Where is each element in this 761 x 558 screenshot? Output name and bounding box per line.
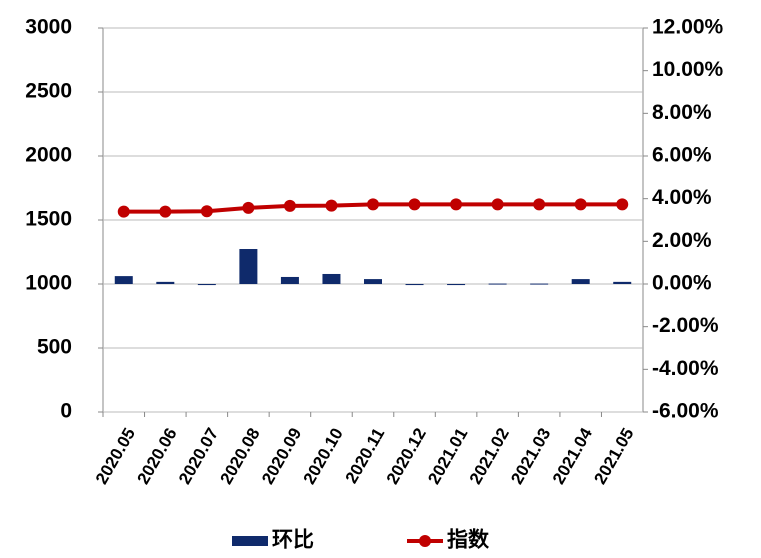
bar — [530, 283, 549, 285]
marker — [159, 205, 172, 218]
x-tick-label: 2020.10 — [300, 425, 347, 488]
y-tick-label: 2500 — [25, 80, 72, 103]
marker — [325, 199, 338, 212]
marker — [242, 201, 255, 214]
x-tick-label: 2020.12 — [383, 425, 430, 488]
y2-tick-label: 8.00% — [652, 101, 712, 124]
y-tick-label: 0 — [60, 400, 72, 423]
x-tick-label: 2020.11 — [342, 425, 389, 487]
bar — [488, 283, 507, 285]
legend-label: 环比 — [272, 529, 314, 552]
bar — [239, 249, 258, 284]
bar — [156, 281, 175, 284]
y2-tick-label: 12.00% — [652, 16, 724, 39]
y2-tick-label: -2.00% — [652, 314, 719, 337]
bar — [571, 279, 590, 284]
bar — [280, 276, 299, 284]
x-tick-label: 2021.01 — [424, 425, 471, 488]
marker — [533, 198, 546, 211]
marker — [117, 205, 130, 218]
bar — [322, 273, 341, 284]
y2-tick-label: 0.00% — [652, 272, 712, 295]
legend-marker — [419, 535, 431, 547]
y2-tick-label: -6.00% — [652, 400, 719, 423]
marker — [450, 198, 463, 211]
marker — [491, 198, 504, 211]
bar — [405, 284, 424, 286]
y-tick-label: 1500 — [25, 208, 72, 231]
bar — [114, 276, 133, 284]
y-tick-label: 3000 — [25, 16, 72, 39]
x-tick-label: 2021.04 — [549, 424, 596, 487]
marker — [616, 198, 629, 211]
y-tick-label: 1000 — [25, 272, 72, 295]
bar — [613, 281, 632, 284]
marker — [574, 198, 587, 211]
marker — [408, 198, 421, 211]
y2-tick-label: -4.00% — [652, 357, 719, 380]
y-tick-label: 500 — [37, 336, 72, 359]
marker — [367, 198, 379, 211]
bar — [364, 279, 382, 284]
bar — [447, 284, 466, 286]
x-tick-label: 2021.05 — [590, 425, 637, 488]
legend-swatch — [232, 536, 268, 546]
marker — [200, 205, 213, 218]
x-tick-label: 2020.09 — [258, 425, 305, 488]
y2-tick-label: 2.00% — [652, 229, 712, 252]
y-tick-label: 2000 — [25, 144, 72, 167]
x-tick-label: 2020.06 — [133, 425, 180, 488]
legend-label: 指数 — [447, 529, 490, 552]
y2-tick-label: 6.00% — [652, 144, 712, 167]
bar — [197, 284, 216, 286]
y2-tick-label: 4.00% — [652, 186, 712, 209]
x-tick-label: 2021.03 — [507, 425, 554, 488]
marker — [283, 199, 296, 212]
x-tick-label: 2020.07 — [175, 425, 222, 488]
y2-tick-label: 10.00% — [652, 58, 724, 81]
x-tick-label: 2021.02 — [466, 425, 513, 488]
x-tick-label: 2020.08 — [217, 425, 264, 488]
x-tick-label: 2020.05 — [92, 425, 139, 488]
